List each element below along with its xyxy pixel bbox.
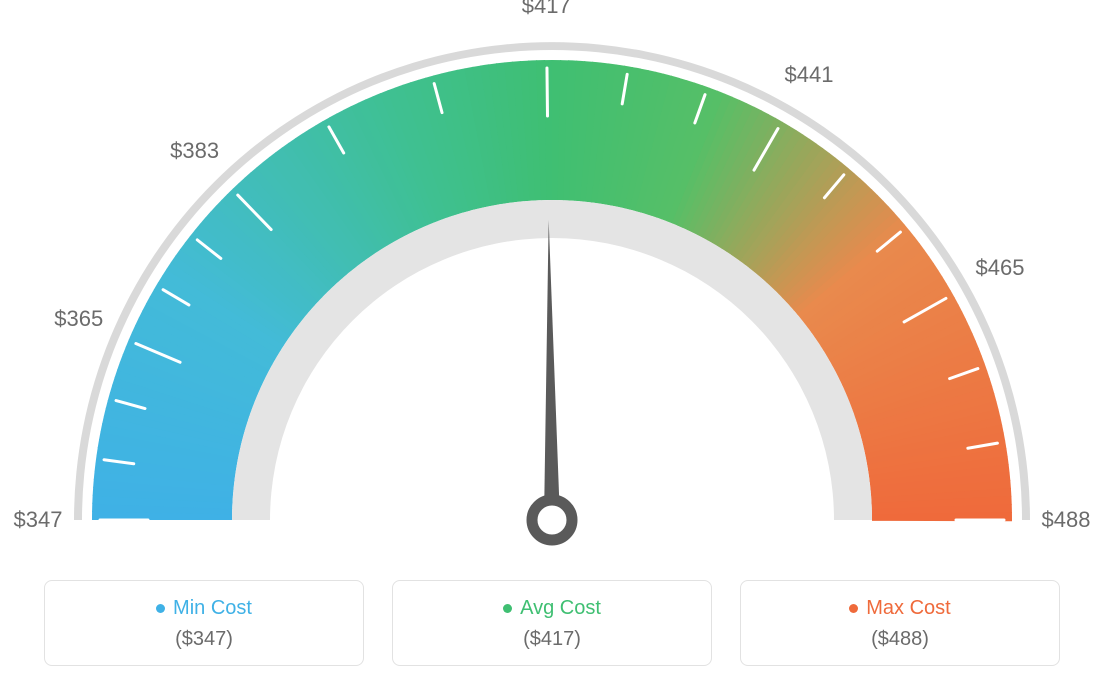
legend-title-max: Max Cost — [849, 597, 950, 620]
legend-label-text: Min Cost — [173, 597, 252, 620]
gauge-tick-label: $465 — [975, 255, 1024, 281]
gauge-svg — [0, 0, 1104, 560]
cost-legend: Min Cost ($347) Avg Cost ($417) Max Cost ($48… — [0, 580, 1104, 666]
legend-value-text: ($417) — [403, 628, 701, 651]
gauge-tick-label: $488 — [1042, 507, 1091, 533]
gauge-chart: $347 $365 $383 $417 $441 $465 $488 — [0, 0, 1104, 560]
legend-label-text: Avg Cost — [520, 597, 601, 620]
legend-dot-icon — [156, 604, 165, 613]
gauge-needle-hub — [532, 500, 572, 540]
legend-dot-icon — [503, 604, 512, 613]
gauge-tick-label: $347 — [14, 507, 63, 533]
legend-value-text: ($488) — [751, 628, 1049, 651]
gauge-tick-label: $365 — [54, 306, 103, 332]
legend-dot-icon — [849, 604, 858, 613]
legend-card-min: Min Cost ($347) — [44, 580, 364, 666]
gauge-tick-label: $441 — [785, 62, 834, 88]
legend-card-max: Max Cost ($488) — [740, 580, 1060, 666]
legend-value-text: ($347) — [55, 628, 353, 651]
gauge-tick-label: $417 — [522, 0, 571, 19]
gauge-needle — [544, 220, 560, 520]
legend-card-avg: Avg Cost ($417) — [392, 580, 712, 666]
legend-title-avg: Avg Cost — [503, 597, 601, 620]
gauge-tick-label: $383 — [170, 138, 219, 164]
legend-title-min: Min Cost — [156, 597, 252, 620]
legend-label-text: Max Cost — [866, 597, 950, 620]
